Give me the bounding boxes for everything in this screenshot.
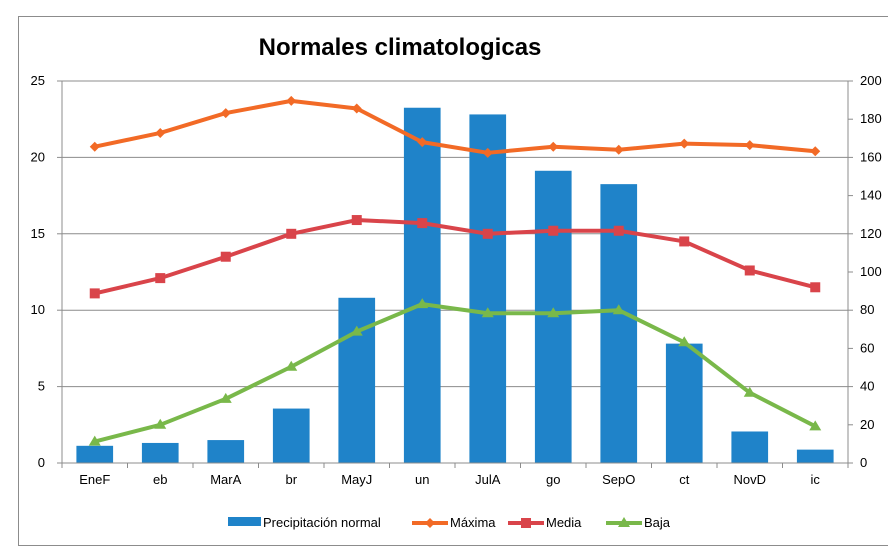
x-tick-label: MayJ — [341, 472, 372, 487]
point-Media — [482, 228, 493, 239]
point-Media — [351, 215, 362, 226]
point-Máxima — [679, 138, 690, 149]
point-Media — [417, 218, 428, 229]
point-Baja — [743, 386, 756, 397]
bar-JulA — [469, 114, 507, 464]
bar-un — [403, 107, 441, 464]
point-Media — [679, 236, 690, 247]
point-Máxima — [155, 127, 166, 138]
point-Media — [744, 265, 755, 276]
y-right-tick-label: 0 — [860, 455, 867, 470]
y-left-tick-label: 10 — [31, 302, 45, 317]
point-Máxima — [744, 140, 755, 151]
x-tick-label: go — [546, 472, 560, 487]
tick-labels: 0 5 10 15 20 25 0 20 40 60 80 100 120 140 160 180 200 Ene… — [31, 73, 882, 487]
chart-svg: Normales climatologicas 0 5 10 15 20 25 0 20 40 6… — [31, 34, 882, 530]
x-tick-label: un — [415, 472, 429, 487]
point-Máxima — [613, 144, 624, 155]
y-right-tick-label: 140 — [860, 188, 882, 203]
bar-ic — [796, 449, 834, 463]
point-Baja — [350, 325, 363, 336]
point-Media — [220, 251, 231, 262]
x-tick-label: NovD — [733, 472, 766, 487]
legend-marker — [425, 518, 435, 528]
x-tick-label: ic — [811, 472, 821, 487]
x-tick-label: eb — [153, 472, 167, 487]
line-Media — [94, 218, 816, 296]
bar-MarA — [207, 440, 245, 463]
x-tick-label: MarA — [210, 472, 241, 487]
point-Máxima — [89, 141, 100, 152]
point-Baja — [285, 360, 298, 371]
point-Máxima — [220, 108, 231, 119]
point-Máxima — [482, 147, 493, 158]
x-tick-label: br — [285, 472, 297, 487]
point-Baja — [88, 435, 101, 446]
legend: Precipitación normal Máxima Media Baja — [228, 515, 671, 530]
legend-label: Precipitación normal — [263, 515, 381, 530]
bar-br — [272, 408, 310, 463]
legend-marker — [521, 518, 531, 528]
line-Máxima — [94, 98, 816, 155]
legend-swatch-bar — [228, 517, 261, 526]
point-Máxima — [351, 103, 362, 114]
bar-series — [76, 107, 834, 464]
x-tick-label: ct — [679, 472, 690, 487]
point-Baja — [809, 420, 822, 431]
legend-marker — [618, 517, 630, 527]
legend-label: Media — [546, 515, 582, 530]
point-Media — [155, 273, 166, 284]
y-left-tick-label: 5 — [38, 379, 45, 394]
y-right-tick-label: 180 — [860, 111, 882, 126]
y-right-tick-label: 120 — [860, 226, 882, 241]
point-Baja — [678, 336, 691, 347]
y-right-tick-label: 40 — [860, 379, 874, 394]
point-Media — [286, 228, 297, 239]
bar-MayJ — [338, 297, 376, 463]
point-Baja — [547, 307, 560, 318]
line-Baja — [94, 302, 817, 444]
point-Baja — [416, 298, 429, 309]
point-Baja — [219, 392, 232, 403]
x-tick-label: EneF — [79, 472, 110, 487]
bar-eb — [141, 442, 179, 463]
point-Media — [613, 225, 624, 236]
x-tick-label: SepO — [602, 472, 635, 487]
x-tick-label: JulA — [475, 472, 501, 487]
y-left-tick-label: 25 — [31, 73, 45, 88]
chart-title: Normales climatologicas — [259, 34, 542, 61]
point-Baja — [154, 418, 167, 429]
y-right-tick-label: 80 — [860, 302, 874, 317]
point-Media — [548, 225, 559, 236]
axes — [57, 80, 853, 468]
chart-frame: Normales climatologicas 0 5 10 15 20 25 0 20 40 6… — [18, 16, 888, 546]
y-right-tick-label: 60 — [860, 340, 874, 355]
y-right-tick-label: 160 — [860, 149, 882, 164]
point-Máxima — [286, 95, 297, 106]
bar-EneF — [76, 445, 114, 463]
point-Media — [89, 288, 100, 299]
y-left-tick-label: 20 — [31, 149, 45, 164]
y-right-tick-label: 100 — [860, 264, 882, 279]
y-right-tick-label: 20 — [860, 417, 874, 432]
bar-NovD — [731, 431, 769, 463]
legend-label: Máxima — [450, 515, 496, 530]
point-Baja — [481, 307, 494, 318]
point-Máxima — [548, 141, 559, 152]
point-Máxima — [810, 146, 821, 157]
legend-label: Baja — [644, 515, 671, 530]
point-Media — [810, 282, 821, 293]
y-left-tick-label: 15 — [31, 226, 45, 241]
gridlines — [62, 80, 848, 388]
line-series — [88, 95, 822, 446]
y-left-tick-label: 0 — [38, 455, 45, 470]
point-Baja — [612, 304, 625, 315]
point-Máxima — [417, 137, 428, 148]
bar-ct — [665, 343, 703, 463]
y-right-tick-label: 200 — [860, 73, 882, 88]
